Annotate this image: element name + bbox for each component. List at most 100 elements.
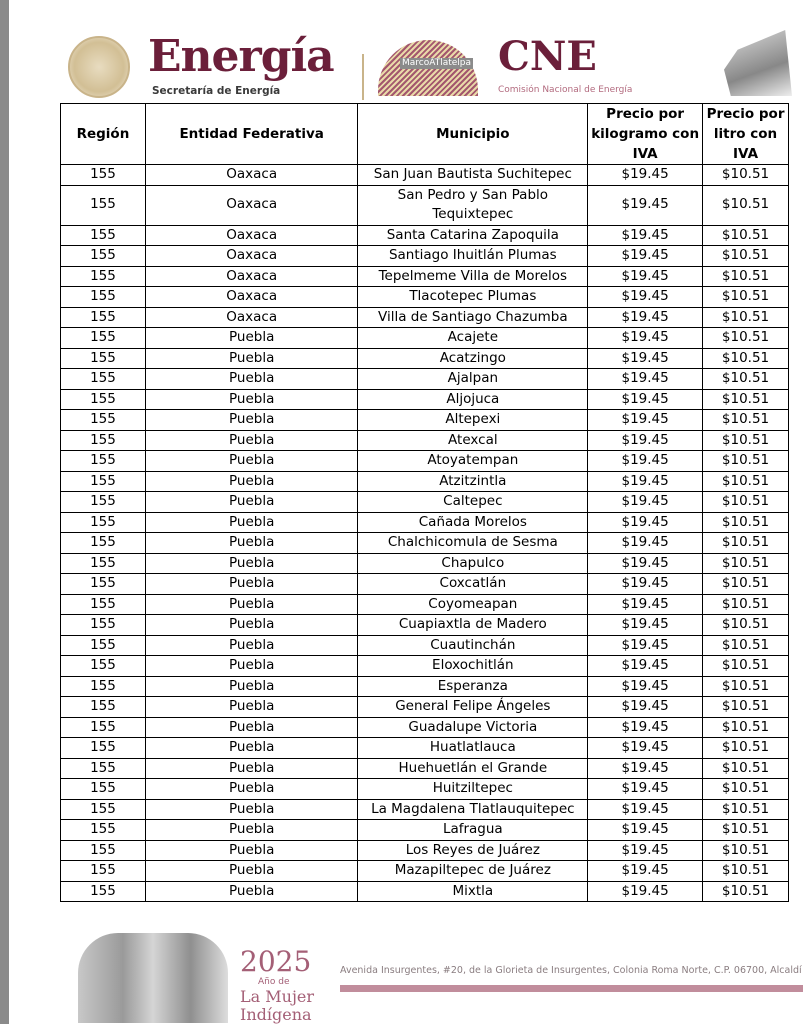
cell-precio-kg: $19.45	[587, 184, 704, 226]
cell-entidad: Puebla	[144, 675, 359, 697]
cell-entidad: Puebla	[144, 511, 359, 533]
cell-region: 155	[60, 757, 146, 779]
cell-precio-kg: $19.45	[587, 819, 704, 841]
table-row: 155 Puebla Chalchicomula de Sesma $19.45 $10…	[60, 532, 789, 554]
cell-entidad: Puebla	[144, 860, 359, 882]
cell-municipio: Chapulco	[357, 552, 589, 574]
cell-entidad: Puebla	[144, 696, 359, 718]
table-row: 155 Oaxaca San Juan Bautista Suchitepec $19…	[60, 164, 789, 186]
footer-mujer-indigena: La Mujer Indígena	[240, 988, 314, 1024]
cell-precio-kg: $19.45	[587, 245, 704, 267]
cell-region: 155	[60, 778, 146, 800]
cell-precio-kg: $19.45	[587, 306, 704, 328]
cell-precio-kg: $19.45	[587, 614, 704, 636]
cell-region: 155	[60, 675, 146, 697]
table-row: 155 Puebla Atoyatempan $19.45 $10.51	[60, 450, 789, 472]
cell-entidad: Puebla	[144, 655, 359, 677]
cell-precio-kg: $19.45	[587, 573, 704, 595]
cell-municipio: Cuapiaxtla de Madero	[357, 614, 589, 636]
cell-municipio: Tepelmeme Villa de Morelos	[357, 265, 589, 287]
cell-municipio: Ajalpan	[357, 368, 589, 390]
cell-precio-kg: $19.45	[587, 880, 704, 902]
cell-precio-kg: $19.45	[587, 757, 704, 779]
cell-region: 155	[60, 593, 146, 615]
cell-region: 155	[60, 224, 146, 246]
table-row: 155 Puebla Coxcatlán $19.45 $10.51	[60, 573, 789, 595]
cell-precio-litro: $10.51	[702, 737, 789, 759]
cell-precio-kg: $19.45	[587, 737, 704, 759]
cell-entidad: Puebla	[144, 757, 359, 779]
cell-municipio: Cañada Morelos	[357, 511, 589, 533]
cell-precio-litro: $10.51	[702, 265, 789, 287]
cell-entidad: Puebla	[144, 880, 359, 902]
cell-precio-litro: $10.51	[702, 839, 789, 861]
cell-region: 155	[60, 184, 146, 226]
cell-region: 155	[60, 245, 146, 267]
cell-entidad: Oaxaca	[144, 265, 359, 287]
cell-precio-kg: $19.45	[587, 532, 704, 554]
cell-region: 155	[60, 286, 146, 308]
table-row: 155 Oaxaca Tepelmeme Villa de Morelos $19.4…	[60, 265, 789, 287]
cell-entidad: Puebla	[144, 409, 359, 431]
table-row: 155 Puebla Acajete $19.45 $10.51	[60, 327, 789, 349]
cell-entidad: Oaxaca	[144, 224, 359, 246]
cell-municipio: La Magdalena Tlatlauquitepec	[357, 798, 589, 820]
cell-precio-litro: $10.51	[702, 409, 789, 431]
table-row: 155 Puebla Lafragua $19.45 $10.51	[60, 819, 789, 841]
cell-municipio: Coyomeapan	[357, 593, 589, 615]
indigenous-women-illustration	[78, 933, 228, 1023]
cell-precio-litro: $10.51	[702, 184, 789, 226]
cell-entidad: Puebla	[144, 470, 359, 492]
cell-entidad: Oaxaca	[144, 245, 359, 267]
cell-region: 155	[60, 368, 146, 390]
col-precio-kg: Precio por kilogramo con IVA	[587, 103, 704, 165]
col-region: Región	[60, 103, 146, 165]
cell-region: 155	[60, 470, 146, 492]
table-row: 155 Oaxaca Santa Catarina Zapoquila $19.45 $…	[60, 224, 789, 246]
letterhead: Energía Secretaría de Energía MarcoATlat…	[60, 30, 803, 104]
cell-municipio: Chalchicomula de Sesma	[357, 532, 589, 554]
cell-entidad: Puebla	[144, 614, 359, 636]
watermark: MarcoATlatelpa	[400, 58, 474, 69]
cell-entidad: Puebla	[144, 573, 359, 595]
cne-subtitle: Comisión Nacional de Energía	[498, 85, 633, 95]
table-row: 155 Puebla Huatlatlauca $19.45 $10.51	[60, 737, 789, 759]
cell-precio-kg: $19.45	[587, 450, 704, 472]
cell-entidad: Oaxaca	[144, 306, 359, 328]
table-row: 155 Puebla Eloxochitlán $19.45 $10.51	[60, 655, 789, 677]
cell-precio-litro: $10.51	[702, 368, 789, 390]
cell-municipio: Los Reyes de Juárez	[357, 839, 589, 861]
table-row: 155 Puebla Cuapiaxtla de Madero $19.45 $10.5…	[60, 614, 789, 636]
cell-precio-litro: $10.51	[702, 675, 789, 697]
cell-municipio: Guadalupe Victoria	[357, 716, 589, 738]
cell-precio-kg: $19.45	[587, 511, 704, 533]
cell-precio-kg: $19.45	[587, 778, 704, 800]
cell-precio-kg: $19.45	[587, 860, 704, 882]
cell-precio-kg: $19.45	[587, 286, 704, 308]
cell-region: 155	[60, 737, 146, 759]
table-row: 155 Puebla Mixtla $19.45 $10.51	[60, 880, 789, 902]
cell-region: 155	[60, 880, 146, 902]
cell-precio-kg: $19.45	[587, 164, 704, 186]
cell-entidad: Puebla	[144, 634, 359, 656]
table-row: 155 Oaxaca Santiago Ihuitlán Plumas $19.45 $…	[60, 245, 789, 267]
cell-region: 155	[60, 450, 146, 472]
cell-precio-kg: $19.45	[587, 593, 704, 615]
cell-precio-kg: $19.45	[587, 839, 704, 861]
cell-precio-litro: $10.51	[702, 450, 789, 472]
table-row: 155 Puebla Los Reyes de Juárez $19.45 $10.51	[60, 839, 789, 861]
cell-region: 155	[60, 839, 146, 861]
col-entidad: Entidad Federativa	[144, 103, 359, 165]
table-row: 155 Oaxaca Tlacotepec Plumas $19.45 $10.51	[60, 286, 789, 308]
cell-municipio: Santa Catarina Zapoquila	[357, 224, 589, 246]
cell-precio-kg: $19.45	[587, 327, 704, 349]
table-row: 155 Puebla Atzitzintla $19.45 $10.51	[60, 470, 789, 492]
cell-municipio: San Juan Bautista Suchitepec	[357, 164, 589, 186]
table-row: 155 Puebla Guadalupe Victoria $19.45 $10.51	[60, 716, 789, 738]
cell-precio-litro: $10.51	[702, 164, 789, 186]
cell-precio-litro: $10.51	[702, 327, 789, 349]
mexico-seal-logo	[68, 36, 130, 98]
cell-precio-kg: $19.45	[587, 368, 704, 390]
table-row: 155 Puebla Atexcal $19.45 $10.51	[60, 429, 789, 451]
cell-region: 155	[60, 573, 146, 595]
